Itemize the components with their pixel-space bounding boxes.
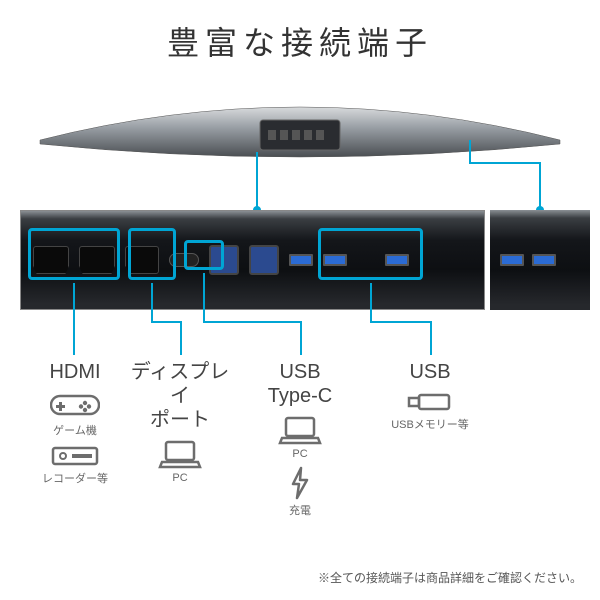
port-usbc xyxy=(169,253,199,267)
monitor-back-illustration xyxy=(30,92,570,162)
port-usba-3 xyxy=(385,254,409,266)
dp-laptop-label: PC xyxy=(172,472,187,484)
dp-column: ディスプレイ ポート PC xyxy=(130,360,230,484)
port-panel-main xyxy=(20,210,485,310)
port-hdmi-2 xyxy=(79,246,115,274)
usb-column: USB USBメモリー等 xyxy=(380,360,480,432)
usbc-laptop-label: PC xyxy=(292,448,307,460)
port-usbb-1 xyxy=(209,245,239,275)
footnote: ※全ての接続端子は商品詳細をご確認ください。 xyxy=(318,569,582,586)
usbc-laptop-device: PC xyxy=(278,414,322,460)
usbc-title: USB Type-C xyxy=(268,360,332,408)
charge-icon xyxy=(288,466,312,500)
dp-laptop-device: PC xyxy=(158,438,202,484)
gamepad-icon xyxy=(50,390,100,420)
gamepad-label: ゲーム機 xyxy=(53,422,97,438)
usbstick-label: USBメモリー等 xyxy=(391,416,469,432)
recorder-device: レコーダー等 xyxy=(42,444,108,486)
laptop-icon xyxy=(278,414,322,446)
recorder-icon xyxy=(50,444,100,468)
leader-dp-b xyxy=(151,321,180,323)
port-usbb-2 xyxy=(249,245,279,275)
usbc-column: USB Type-C PC 充電 xyxy=(250,360,350,518)
port-usba-2 xyxy=(323,254,347,266)
port-usba-side-2 xyxy=(532,254,556,266)
charge-label: 充電 xyxy=(289,502,311,518)
usbstick-icon xyxy=(405,390,455,414)
charge-device: 充電 xyxy=(288,466,312,518)
page-title: 豊富な接続端子 xyxy=(0,0,600,64)
leader-dp-c xyxy=(180,321,182,355)
hdmi-title: HDMI xyxy=(49,360,100,384)
leader-usbc-c xyxy=(300,321,302,355)
port-dp xyxy=(125,246,159,274)
port-usba-1 xyxy=(289,254,313,266)
leader-usb-c xyxy=(430,321,432,355)
gamepad-device: ゲーム機 xyxy=(50,390,100,438)
leader-usbc-b xyxy=(203,321,300,323)
hdmi-column: HDMI ゲーム機 レコーダー等 xyxy=(20,360,130,486)
recorder-label: レコーダー等 xyxy=(42,470,108,486)
port-panel-side xyxy=(490,210,590,310)
leader-usb-b xyxy=(370,321,430,323)
port-usba-side-1 xyxy=(500,254,524,266)
laptop-icon xyxy=(158,438,202,470)
usb-title: USB xyxy=(409,360,450,384)
usbstick-device: USBメモリー等 xyxy=(391,390,469,432)
port-hdmi-1 xyxy=(33,246,69,274)
dp-title: ディスプレイ ポート xyxy=(130,360,230,432)
